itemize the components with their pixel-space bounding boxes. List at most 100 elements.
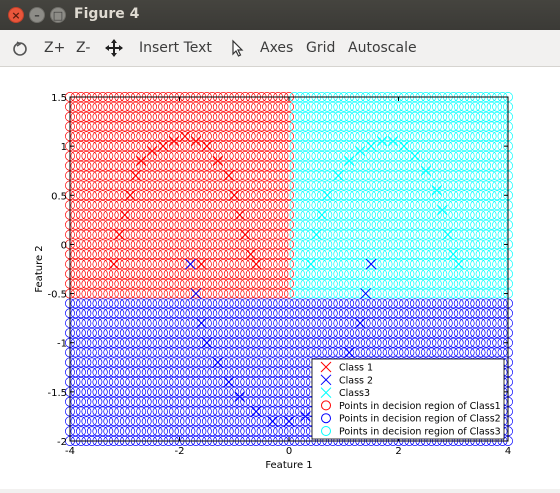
region-point-class1: [278, 101, 289, 112]
region-point-class2: [136, 327, 147, 338]
grid-button[interactable]: Grid: [306, 40, 336, 56]
region-point-class3: [497, 219, 508, 230]
region-point-class2: [464, 318, 475, 329]
region-point-class1: [130, 200, 141, 211]
region-point-class3: [360, 288, 371, 299]
pan-icon[interactable]: [104, 38, 124, 58]
region-point-class2: [130, 426, 141, 437]
region-point-class3: [327, 101, 338, 112]
region-point-class2: [278, 426, 289, 437]
region-point-class1: [234, 288, 245, 299]
region-point-class3: [453, 151, 464, 161]
region-point-class2: [201, 327, 212, 338]
region-point-class1: [152, 268, 163, 279]
region-point-class2: [163, 298, 174, 309]
minimize-button[interactable]: –: [29, 7, 45, 23]
region-point-class3: [459, 268, 470, 279]
region-point-class3: [382, 190, 393, 201]
axes-button[interactable]: Axes: [260, 40, 294, 56]
region-point-class3: [382, 101, 393, 112]
region-point-class2: [284, 386, 294, 397]
region-point-class3: [481, 111, 492, 122]
region-point-class2: [322, 298, 333, 309]
region-point-class2: [125, 318, 136, 329]
maximize-button[interactable]: □: [50, 7, 66, 23]
region-point-class1: [201, 160, 212, 171]
region-point-class2: [300, 318, 311, 329]
region-point-class2: [190, 318, 201, 329]
region-point-class1: [136, 151, 147, 161]
region-point-class2: [278, 337, 289, 348]
insert-text-button[interactable]: Insert Text: [139, 40, 212, 56]
region-point-class1: [174, 219, 185, 230]
region-point-class2: [256, 367, 267, 378]
region-point-class1: [147, 219, 158, 230]
region-point-class2: [174, 426, 185, 437]
region-point-class1: [174, 249, 185, 260]
region-point-class3: [311, 249, 322, 260]
region-point-class3: [338, 160, 349, 171]
region-point-class1: [92, 209, 103, 220]
region-point-class3: [360, 200, 371, 211]
region-point-class2: [278, 377, 289, 387]
region-point-class2: [251, 416, 262, 427]
region-point-class1: [97, 278, 108, 289]
region-point-class3: [497, 111, 508, 122]
rotate-icon[interactable]: [10, 38, 30, 58]
region-point-class2: [431, 308, 442, 319]
region-point-class1: [86, 249, 97, 260]
region-point-class1: [267, 151, 278, 161]
region-point-class3: [289, 219, 300, 230]
region-point-class2: [190, 396, 201, 407]
region-point-class3: [470, 180, 481, 191]
region-point-class2: [190, 367, 201, 378]
region-point-class2: [409, 308, 420, 319]
autoscale-button[interactable]: Autoscale: [348, 40, 417, 56]
region-point-class1: [240, 170, 251, 181]
region-point-class2: [273, 396, 284, 407]
region-point-class1: [86, 190, 97, 201]
region-point-class1: [201, 101, 212, 112]
region-point-class2: [136, 426, 147, 437]
region-point-class3: [360, 209, 371, 220]
region-point-class2: [393, 337, 404, 348]
region-point-class1: [136, 268, 147, 279]
region-point-class3: [393, 121, 404, 132]
region-point-class1: [207, 219, 218, 230]
region-point-class1: [97, 170, 108, 181]
region-point-class3: [464, 141, 475, 152]
zoom-in-button[interactable]: Z+: [44, 40, 66, 56]
region-point-class2: [108, 367, 119, 378]
region-point-class3: [497, 229, 508, 240]
close-button[interactable]: ×: [8, 7, 24, 23]
region-point-class3: [349, 239, 360, 250]
region-point-class2: [97, 406, 108, 417]
region-point-class2: [174, 347, 185, 358]
figure-canvas[interactable]: -4 -2 0 2 4 -2 -1.5 -1 -0.5 0 0.5 1 1.5 Feature 1 F…: [0, 67, 560, 489]
region-point-class1: [125, 209, 136, 220]
region-point-class1: [141, 101, 152, 112]
region-point-class1: [284, 268, 294, 279]
region-point-class3: [464, 121, 475, 132]
region-point-class1: [147, 239, 158, 250]
region-point-class2: [360, 327, 371, 338]
region-point-class2: [174, 377, 185, 387]
zoom-out-button[interactable]: Z-: [76, 40, 91, 56]
region-point-class1: [212, 249, 223, 260]
region-point-class3: [305, 141, 316, 152]
region-point-class3: [295, 121, 305, 132]
select-arrow-icon[interactable]: [228, 38, 248, 58]
region-point-class1: [141, 239, 152, 250]
region-point-class2: [437, 308, 448, 319]
region-point-class1: [86, 219, 97, 230]
region-point-class2: [169, 327, 179, 338]
region-point-class2: [267, 318, 278, 329]
region-point-class1: [234, 239, 245, 250]
region-point-class1: [267, 249, 278, 260]
region-point-class2: [453, 318, 464, 329]
region-point-class2: [180, 377, 190, 387]
region-point-class1: [251, 249, 262, 260]
region-point-class3: [399, 141, 409, 152]
region-point-class2: [180, 327, 190, 338]
region-point-class2: [152, 406, 163, 417]
